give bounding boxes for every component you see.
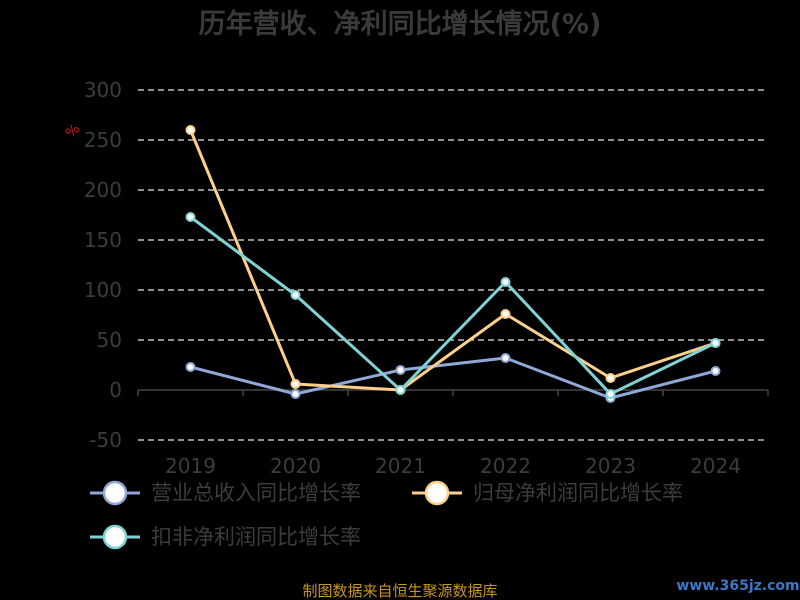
data-point: [185, 125, 196, 135]
chart-title: 历年营收、净利同比增长情况(%): [199, 8, 602, 40]
series-lines: [185, 125, 721, 403]
y-tick-label: 200: [84, 178, 122, 202]
x-tick-label: 2024: [690, 454, 741, 478]
series-line-2: [189, 129, 716, 392]
y-axis-unit-label: %: [63, 121, 84, 142]
y-tick-label: 50: [97, 328, 122, 352]
y-tick-label: 300: [84, 78, 122, 102]
series-line-1: [190, 356, 716, 400]
y-tick-label: -50: [89, 428, 122, 452]
legend-item-1[interactable]: 营业总收入同比增长率: [90, 480, 361, 506]
legend-label: 归母净利润同比增长率: [473, 481, 683, 505]
legend-marker: [102, 524, 128, 550]
legend-item-2[interactable]: 归母净利润同比增长率: [412, 480, 683, 506]
legend-label: 营业总收入同比增长率: [151, 481, 361, 505]
x-axis: 2019 2020 2021 2022 2023 2024: [137, 389, 769, 478]
legend-marker: [424, 480, 450, 506]
x-tick-label: 2022: [480, 454, 531, 478]
grid-lines: [138, 89, 768, 441]
x-tick-label: 2019: [165, 454, 216, 478]
x-tick-label: 2021: [375, 454, 426, 478]
data-point: [605, 373, 616, 383]
x-tick-label: 2020: [270, 454, 321, 478]
data-point: [395, 365, 406, 375]
watermark: www.365jz.com: [676, 578, 799, 594]
y-tick-label: 100: [84, 278, 122, 302]
data-point: [290, 389, 301, 399]
source-note: 制图数据来自恒生聚源数据库: [302, 582, 497, 600]
x-tick-label: 2023: [585, 454, 636, 478]
y-tick-label: 150: [84, 228, 122, 252]
y-tick-label: 0: [109, 378, 122, 402]
data-point: [500, 309, 511, 319]
data-point: [605, 389, 616, 399]
y-axis-ticks: 300 250 200 150 100 50 0 -50: [84, 78, 122, 452]
data-point: [710, 338, 721, 348]
series-line-3: [189, 215, 717, 396]
data-point: [290, 379, 301, 389]
legend-marker: [102, 480, 128, 506]
data-point: [500, 353, 511, 363]
legend-item-3[interactable]: 扣非净利润同比增长率: [90, 524, 361, 550]
data-point: [185, 362, 196, 372]
legend-label: 扣非净利润同比增长率: [151, 525, 361, 549]
data-point: [185, 212, 196, 222]
y-tick-label: 250: [84, 128, 122, 152]
data-point: [290, 290, 301, 300]
data-point: [500, 277, 511, 287]
data-point: [710, 366, 721, 376]
data-point: [395, 385, 406, 395]
